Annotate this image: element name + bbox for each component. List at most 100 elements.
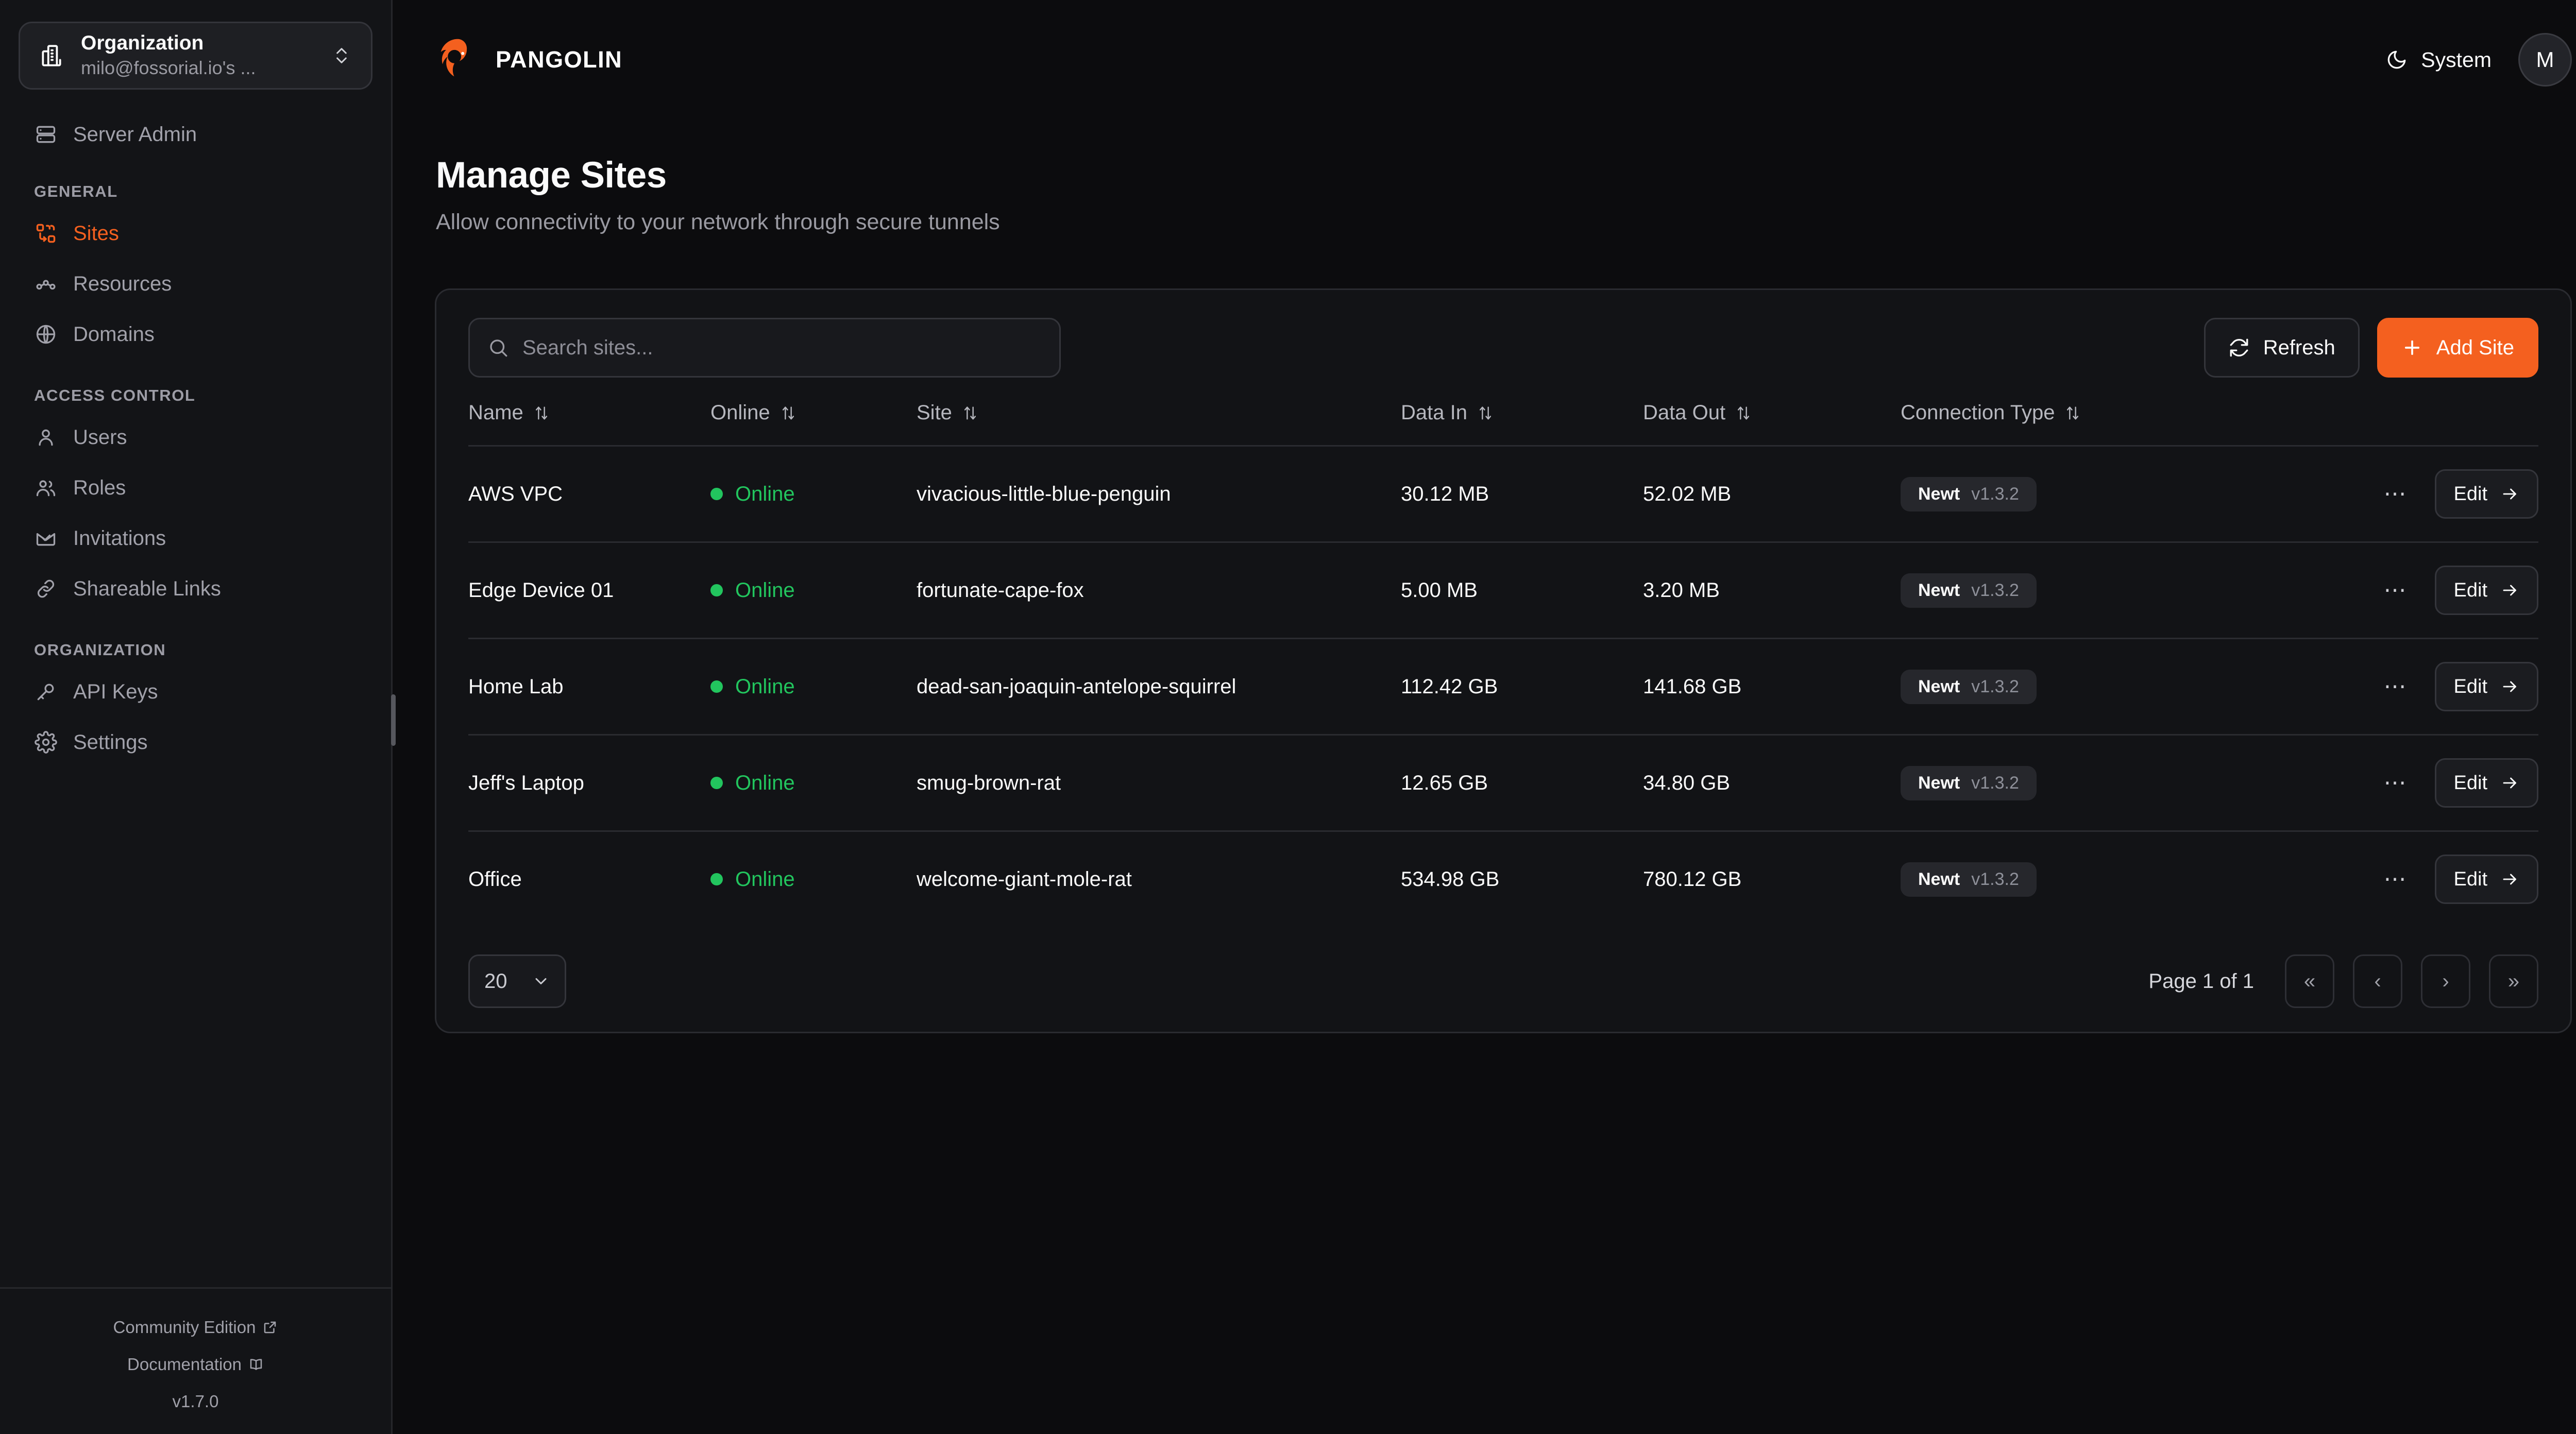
edit-button[interactable]: Edit: [2434, 469, 2538, 519]
documentation-link[interactable]: Documentation: [0, 1355, 391, 1374]
brand[interactable]: PANGOLIN: [433, 36, 622, 83]
sidebar-group-access-control: Access Control: [34, 386, 196, 404]
book-icon: [248, 1357, 264, 1372]
last-page-button[interactable]: »: [2489, 954, 2538, 1008]
sidebar-item-invitations[interactable]: Invitations: [19, 513, 372, 564]
next-page-button[interactable]: ›: [2421, 954, 2470, 1008]
sites-table: Name Online: [468, 401, 2538, 927]
edit-button[interactable]: Edit: [2434, 566, 2538, 615]
edit-label: Edit: [2453, 483, 2487, 505]
connection-name: Newt: [1918, 484, 1960, 504]
sidebar-item-label: Server Admin: [73, 123, 197, 146]
row-more-menu-icon[interactable]: ⋯: [2383, 866, 2408, 892]
rows-per-page-value: 20: [484, 969, 507, 993]
table-head: Name Online: [468, 401, 2538, 446]
sidebar-item-api-keys[interactable]: API Keys: [19, 667, 372, 717]
table-row[interactable]: Home Lab Online dead-san-joaquin-antelop…: [468, 638, 2538, 735]
sidebar-item-settings[interactable]: Settings: [19, 717, 372, 767]
status-dot-icon: [710, 680, 723, 693]
cell-data-in: 12.65 GB: [1401, 734, 1643, 831]
sort-icon: [1736, 404, 1751, 422]
link-icon: [34, 577, 58, 601]
sort-icon: [962, 404, 978, 422]
sidebar-item-label: API Keys: [73, 680, 158, 703]
connection-version: v1.3.2: [1971, 580, 2019, 600]
cell-online: Online: [710, 830, 917, 927]
cell-data-in: 30.12 MB: [1401, 445, 1643, 542]
cell-site: fortunate-cape-fox: [917, 541, 1401, 639]
sidebar-scrollbar[interactable]: [391, 694, 396, 746]
cell-connection-type: Newt v1.3.2: [1901, 830, 2261, 927]
column-header-name[interactable]: Name: [468, 401, 710, 446]
topbar-right: System M: [2386, 33, 2572, 87]
sidebar-item-label: Invitations: [73, 526, 166, 550]
chevron-up-down-icon: [330, 41, 353, 70]
cell-name: Office: [468, 830, 710, 927]
theme-toggle[interactable]: System: [2386, 48, 2492, 72]
sidebar-item-users[interactable]: Users: [19, 412, 372, 463]
first-page-button[interactable]: «: [2285, 954, 2334, 1008]
column-label: Online: [710, 401, 770, 424]
status-dot-icon: [710, 584, 723, 597]
avatar[interactable]: M: [2518, 33, 2572, 87]
sidebar-item-roles[interactable]: Roles: [19, 463, 372, 513]
edit-label: Edit: [2453, 772, 2487, 794]
column-header-online[interactable]: Online: [710, 401, 917, 446]
edit-button[interactable]: Edit: [2434, 662, 2538, 711]
table-row[interactable]: Office Online welcome-giant-mole-rat 534…: [468, 830, 2538, 927]
app-version: v1.7.0: [172, 1392, 219, 1411]
refresh-icon: [2228, 337, 2250, 358]
connection-version: v1.3.2: [1971, 869, 2019, 889]
edit-button[interactable]: Edit: [2434, 855, 2538, 904]
org-title: Organization: [81, 32, 204, 55]
row-more-menu-icon[interactable]: ⋯: [2383, 481, 2408, 506]
row-more-menu-icon[interactable]: ⋯: [2383, 673, 2408, 699]
cell-data-out: 3.20 MB: [1643, 541, 1901, 639]
connection-version: v1.3.2: [1971, 484, 2019, 504]
column-header-data-in[interactable]: Data In: [1401, 401, 1643, 446]
key-icon: [34, 680, 58, 704]
search-input[interactable]: Search sites...: [468, 318, 1061, 378]
connection-pill: Newt v1.3.2: [1901, 573, 2037, 608]
cell-data-out: 780.12 GB: [1643, 830, 1901, 927]
org-subtitle: milo@fossorial.io's ...: [81, 57, 256, 78]
column-header-connection-type[interactable]: Connection Type: [1901, 401, 2261, 446]
pagination-controls: Page 1 of 1 « ‹ › »: [2148, 954, 2538, 1008]
column-label: Name: [468, 401, 523, 424]
sites-icon: [34, 221, 58, 245]
sidebar-item-label: Roles: [73, 476, 126, 499]
prev-page-button[interactable]: ‹: [2353, 954, 2402, 1008]
sidebar-item-resources[interactable]: Resources: [19, 259, 372, 309]
column-header-site[interactable]: Site: [917, 401, 1401, 446]
documentation-label: Documentation: [127, 1355, 242, 1374]
table-row[interactable]: Jeff's Laptop Online smug-brown-rat 12.6…: [468, 734, 2538, 831]
edit-button[interactable]: Edit: [2434, 758, 2538, 808]
server-icon: [34, 123, 58, 146]
row-more-menu-icon[interactable]: ⋯: [2383, 770, 2408, 795]
rows-per-page-select[interactable]: 20: [468, 954, 566, 1008]
org-text: Organization milo@fossorial.io's ...: [81, 31, 314, 80]
gear-icon: [34, 730, 58, 754]
page-header: Manage Sites Allow connectivity to your …: [393, 120, 2576, 235]
org-switcher[interactable]: Organization milo@fossorial.io's ...: [19, 22, 372, 90]
refresh-button[interactable]: Refresh: [2204, 318, 2360, 378]
table-row[interactable]: Edge Device 01 Online fortunate-cape-fox…: [468, 541, 2538, 639]
sidebar-item-shareable-links[interactable]: Shareable Links: [19, 564, 372, 614]
row-more-menu-icon[interactable]: ⋯: [2383, 577, 2408, 603]
chevron-down-icon: [532, 972, 550, 991]
refresh-label: Refresh: [2263, 336, 2335, 359]
sidebar-item-sites[interactable]: Sites: [19, 208, 372, 259]
status-dot-icon: [710, 777, 723, 790]
sidebar-item-server-admin[interactable]: Server Admin: [19, 109, 372, 160]
sidebar-item-domains[interactable]: Domains: [19, 309, 372, 360]
column-header-data-out[interactable]: Data Out: [1643, 401, 1901, 446]
table-row[interactable]: AWS VPC Online vivacious-little-blue-pen…: [468, 445, 2538, 542]
cell-name: Edge Device 01: [468, 541, 710, 639]
add-site-button[interactable]: Add Site: [2377, 318, 2538, 378]
cell-data-out: 34.80 GB: [1643, 734, 1901, 831]
community-edition-link[interactable]: Community Edition: [0, 1318, 391, 1337]
sidebar-item-label: Shareable Links: [73, 577, 221, 600]
sort-icon: [2065, 404, 2080, 422]
column-label: Site: [917, 401, 952, 424]
